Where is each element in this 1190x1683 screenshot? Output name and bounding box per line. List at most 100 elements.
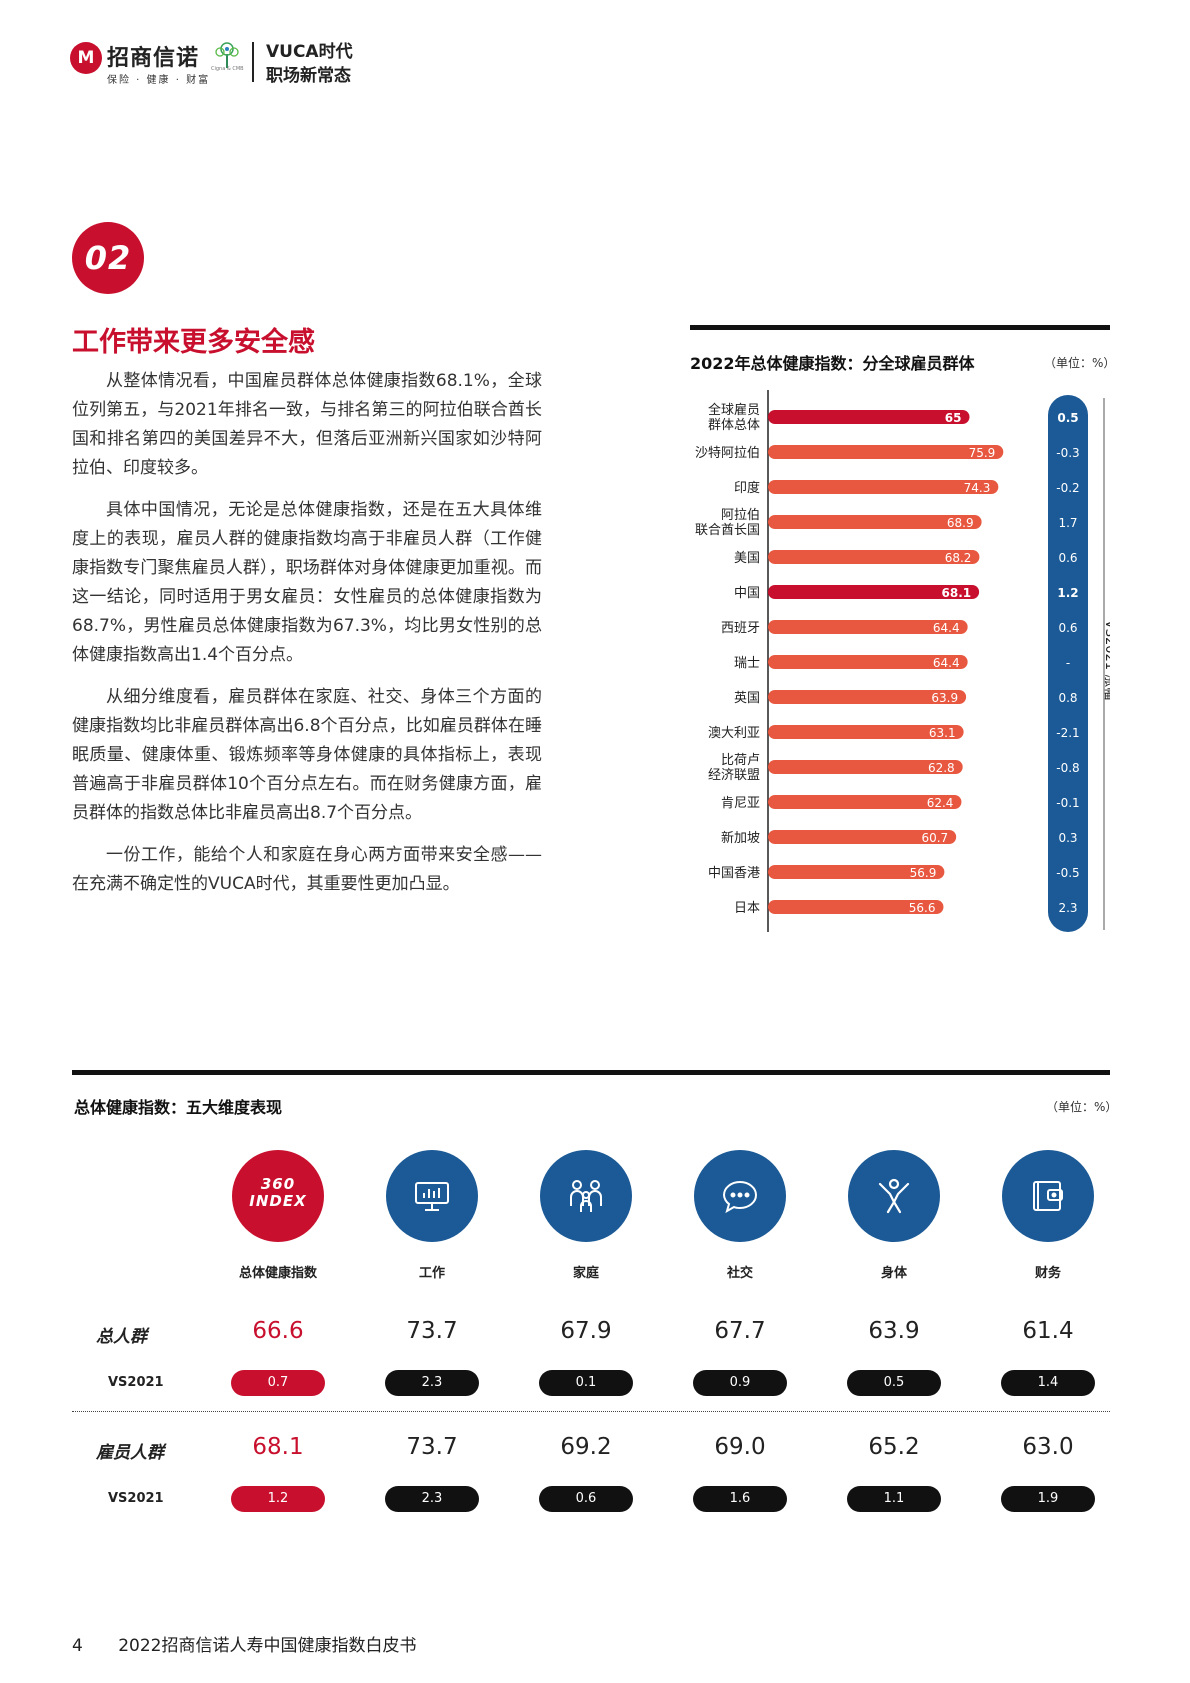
paragraph: 具体中国情况，无论是总体健康指数，还是在五大具体维度上的表现，雇员人群的健康指数… bbox=[72, 500, 542, 665]
vs2021-pill: 1.1 bbox=[847, 1486, 941, 1512]
bar bbox=[768, 830, 957, 844]
vs2021-value: 1.2 bbox=[1057, 586, 1078, 600]
dimension-overall: 360 INDEX 总体健康指数 bbox=[208, 1150, 348, 1281]
document-title: 2022招商信诺人寿中国健康指数白皮书 bbox=[118, 1636, 417, 1656]
vs2021-pill: 0.7 bbox=[231, 1370, 325, 1396]
dimension-finance: 财务 bbox=[978, 1150, 1118, 1281]
bar bbox=[768, 655, 968, 669]
dimension-label: 身体 bbox=[880, 1266, 907, 1281]
dimension-value: 73.7 bbox=[406, 1318, 458, 1344]
bar-value-label: 68.9 bbox=[947, 516, 974, 530]
vs2021-pill: 0.9 bbox=[693, 1370, 787, 1396]
vs2021-value: 0.8 bbox=[1058, 691, 1077, 705]
bar-value-label: 75.9 bbox=[969, 446, 996, 460]
dimension-body: 身体 bbox=[824, 1150, 964, 1281]
row-label: 雇员人群 bbox=[96, 1443, 164, 1463]
bar-value-label: 60.7 bbox=[921, 831, 948, 845]
family-icon bbox=[570, 1180, 602, 1212]
bar bbox=[768, 900, 944, 914]
vs2021-pill: 1.9 bbox=[1001, 1486, 1095, 1512]
dimension-work: 工作 bbox=[362, 1150, 502, 1281]
category-label: 中国香港 bbox=[708, 866, 760, 881]
category-label: 中国 bbox=[734, 586, 760, 601]
bar bbox=[768, 760, 963, 774]
dimension-value: 67.7 bbox=[714, 1318, 766, 1344]
person-exercise-icon bbox=[878, 1178, 910, 1214]
index-badge-line2: INDEX bbox=[249, 1192, 307, 1210]
paragraph: 从整体情况看，中国雇员群体总体健康指数68.1%，全球位列第五，与2021年排名… bbox=[72, 371, 542, 478]
section-title: 工作带来更多安全感 bbox=[72, 327, 315, 358]
dimension-social: 社交 bbox=[670, 1150, 810, 1281]
bar bbox=[768, 865, 945, 879]
chart1-top-rule bbox=[690, 325, 1110, 330]
bar bbox=[768, 445, 1004, 459]
chart2-title: 总体健康指数：五大维度表现 bbox=[74, 1098, 283, 1117]
brand-logo-icon: M bbox=[70, 42, 102, 74]
vs2021-value: 0.6 bbox=[1058, 551, 1077, 565]
body-text: 从整体情况看，中国雇员群体总体健康指数68.1%，全球位列第五，与2021年排名… bbox=[72, 367, 542, 912]
category-label: 新加坡 bbox=[721, 830, 760, 846]
vs2021-pill: 1.2 bbox=[231, 1486, 325, 1512]
category-label: 瑞士 bbox=[734, 656, 760, 671]
bar-value-label: 64.4 bbox=[933, 656, 960, 670]
bar-value-label: 74.3 bbox=[964, 481, 991, 495]
vs2021-value: 1.7 bbox=[1058, 516, 1077, 530]
dimension-label: 工作 bbox=[418, 1266, 445, 1281]
dimension-value: 73.7 bbox=[406, 1434, 458, 1460]
vs2021-pill: 2.3 bbox=[385, 1370, 479, 1396]
category-label: 西班牙 bbox=[721, 621, 760, 636]
vs2021-value: -0.3 bbox=[1056, 446, 1079, 460]
dimension-value: 69.0 bbox=[714, 1434, 766, 1460]
category-label: 澳大利亚 bbox=[708, 725, 760, 741]
vs2021-label: VS2021 bbox=[108, 1375, 164, 1390]
vs2021-pill: 0.6 bbox=[539, 1486, 633, 1512]
bar bbox=[768, 690, 967, 704]
header-title-line1: VUCA时代 bbox=[266, 42, 353, 62]
vs2021-value: 0.3 bbox=[1058, 831, 1077, 845]
chart1-title: 2022年总体健康指数：分全球雇员群体 bbox=[690, 354, 975, 373]
bar bbox=[768, 725, 964, 739]
vs2021-value: -0.5 bbox=[1056, 866, 1079, 880]
paragraph: 一份工作，能给个人和家庭在身心两方面带来安全感——在充满不确定性的VUCA时代，… bbox=[72, 845, 542, 894]
dimension-value: 69.2 bbox=[560, 1434, 612, 1460]
dimension-family: 家庭 bbox=[516, 1150, 656, 1281]
dimension-label: 总体健康指数 bbox=[238, 1266, 317, 1281]
bar-value-label: 68.2 bbox=[945, 551, 972, 565]
vs2021-pill: 0.1 bbox=[539, 1370, 633, 1396]
vs2021-axis-label: VS2021 涨幅 bbox=[1102, 620, 1110, 700]
bar-value-label: 63.1 bbox=[929, 726, 956, 740]
vs2021-pill: 2.3 bbox=[385, 1486, 479, 1512]
dimension-label: 财务 bbox=[1034, 1266, 1061, 1281]
chart2-unit: （单位：%） bbox=[1046, 1100, 1118, 1114]
vs2021-pill: 0.5 bbox=[847, 1370, 941, 1396]
vs2021-pill: 1.4 bbox=[1001, 1370, 1095, 1396]
dimension-value: 66.6 bbox=[252, 1318, 304, 1344]
category-label: 沙特阿拉伯 bbox=[695, 446, 760, 461]
vs2021-value: -0.1 bbox=[1056, 796, 1079, 810]
category-label: 英国 bbox=[734, 691, 760, 706]
section-number-badge: 02 bbox=[72, 222, 144, 294]
tree-caption: Cigna & CMB bbox=[211, 66, 244, 72]
bar-value-label: 56.9 bbox=[910, 866, 937, 880]
bar-value-label: 65 bbox=[945, 411, 962, 425]
bar bbox=[768, 515, 982, 529]
dimension-value: 63.9 bbox=[868, 1318, 920, 1344]
bar-value-label: 63.9 bbox=[931, 691, 958, 705]
chart2-top-rule bbox=[72, 1070, 1110, 1075]
vs2021-pill: 1.6 bbox=[693, 1486, 787, 1512]
bar bbox=[768, 480, 999, 494]
tree-icon bbox=[215, 42, 239, 68]
category-label: 印度 bbox=[734, 480, 760, 496]
wallet-icon bbox=[1033, 1181, 1063, 1211]
bar-value-label: 62.4 bbox=[927, 796, 954, 810]
header-title-line2: 职场新常态 bbox=[266, 66, 351, 86]
page-number: 4 bbox=[72, 1636, 83, 1656]
chat-bubble-icon bbox=[722, 1180, 758, 1214]
vs2021-value: 2.3 bbox=[1058, 901, 1077, 915]
vs2021-label: VS2021 bbox=[108, 1491, 164, 1506]
vs2021-value: -0.2 bbox=[1056, 481, 1079, 495]
brand-logo: M 招商信诺 保险 · 健康 · 财富 Cigna & CMB bbox=[70, 38, 330, 88]
vs2021-value: - bbox=[1066, 656, 1070, 670]
brand-tagline: 保险 · 健康 · 财富 bbox=[107, 75, 211, 86]
category-label: 美国 bbox=[734, 551, 760, 566]
